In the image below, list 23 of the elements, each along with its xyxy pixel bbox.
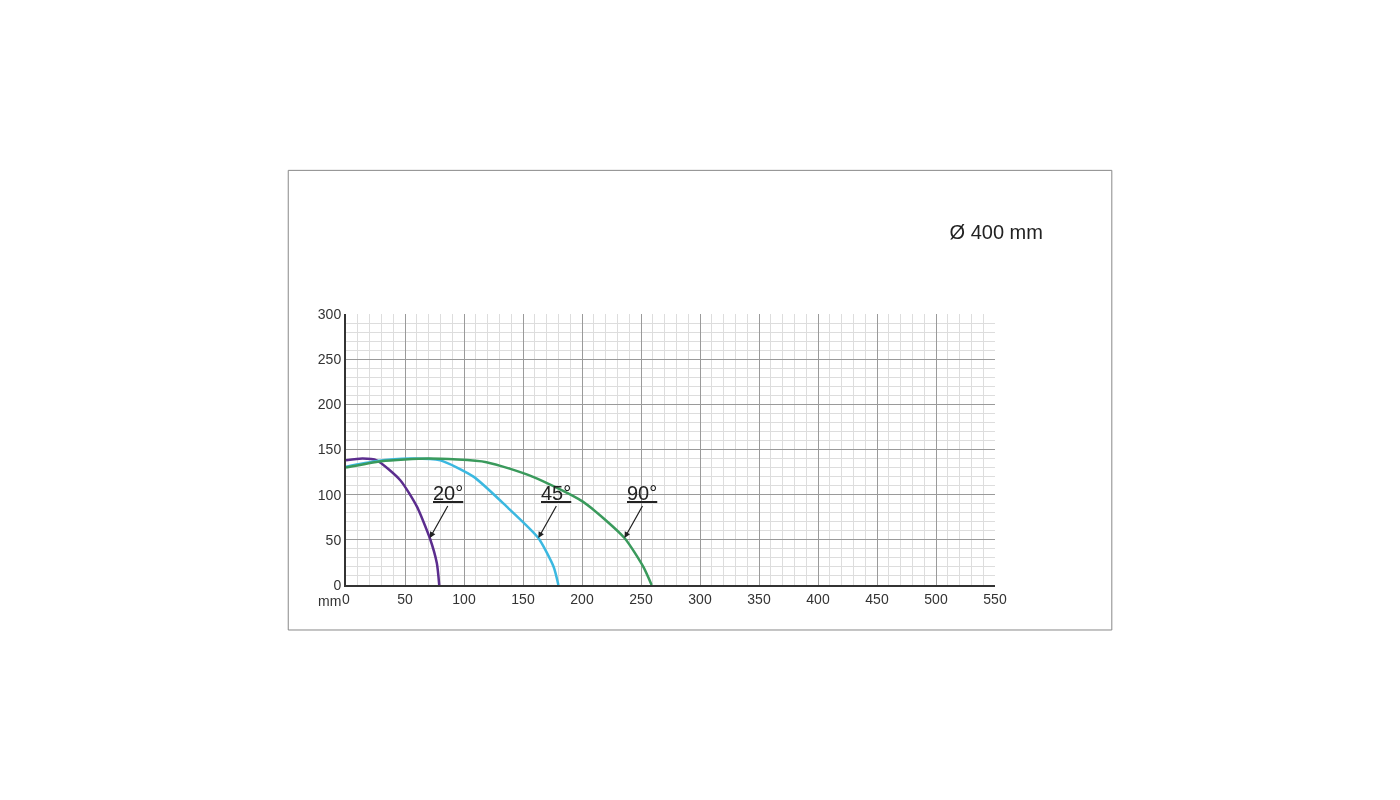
annotation: 45° <box>541 482 572 504</box>
annotation: 20° <box>433 482 464 504</box>
x-tick-label: 550 <box>983 590 1007 607</box>
x-tick-label: 100 <box>452 590 476 607</box>
y-tick-label: 250 <box>317 351 342 368</box>
x-tick-label: 300 <box>688 590 712 607</box>
y-tick-label: 300 <box>317 305 342 322</box>
x-tick-label: 200 <box>570 590 594 607</box>
x-tick-label: 400 <box>806 590 830 607</box>
y-tick-label: 50 <box>325 531 342 548</box>
y-tick-label: 200 <box>317 396 342 413</box>
y-tick-label: 100 <box>317 486 342 503</box>
x-tick-label: 150 <box>511 590 535 607</box>
y-tick-label: 150 <box>317 441 342 458</box>
x-tick-label: 450 <box>865 590 889 607</box>
x-axis-title: mm <box>318 593 342 609</box>
x-tick-label: 50 <box>397 590 413 607</box>
x-tick-label: 350 <box>747 590 771 607</box>
annotation: 90° <box>627 482 658 504</box>
y-tick-label: 0 <box>333 576 342 593</box>
x-tick-label: 500 <box>924 590 948 607</box>
x-tick-label: 250 <box>629 590 653 607</box>
chart-title: Ø 400 mm <box>949 221 1043 243</box>
